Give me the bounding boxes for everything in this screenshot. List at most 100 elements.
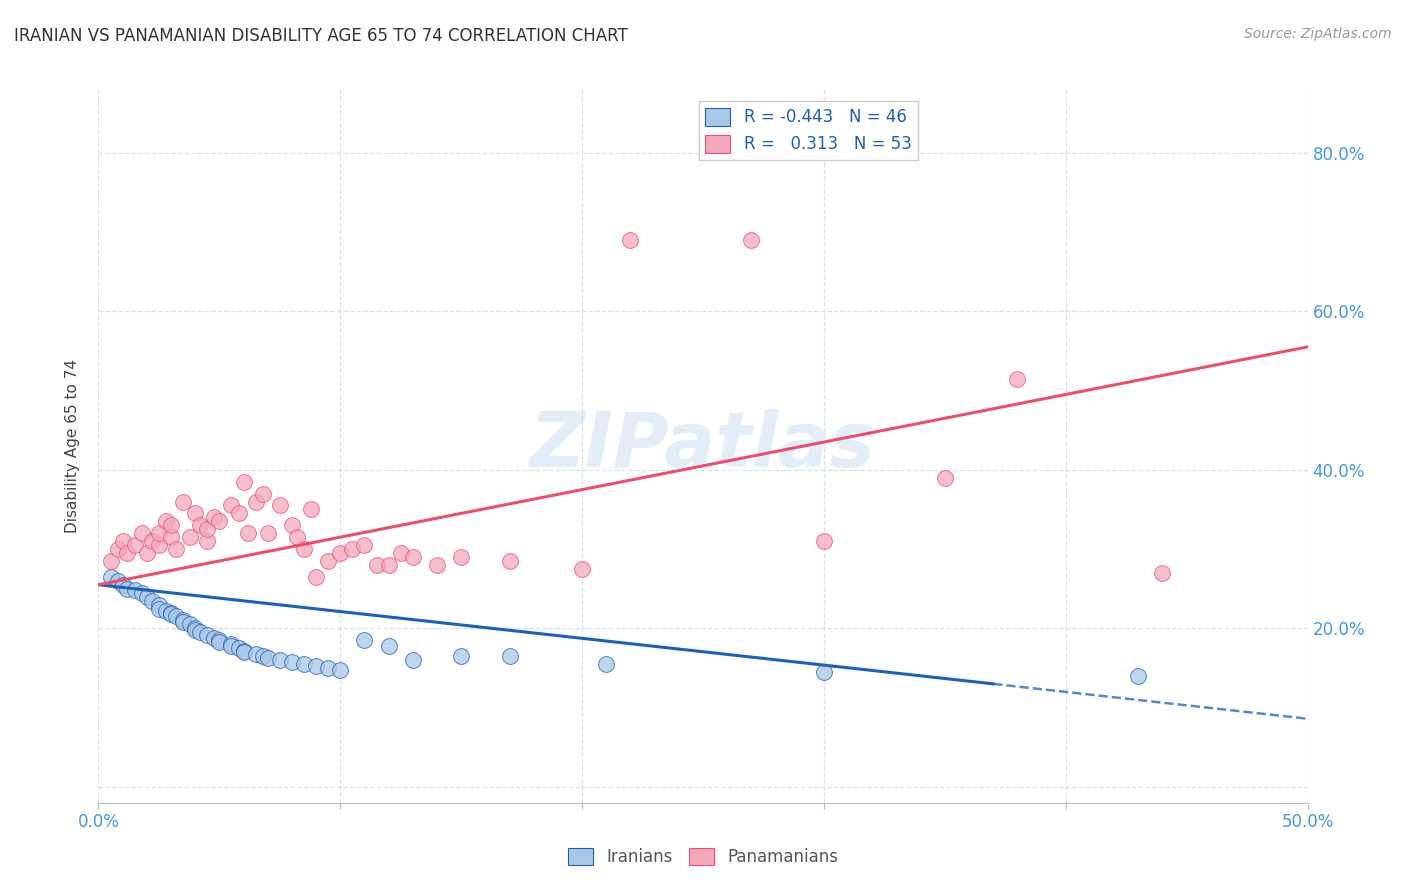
Point xyxy=(107,542,129,557)
Point xyxy=(160,606,183,620)
Point xyxy=(353,538,375,552)
Point xyxy=(172,615,194,629)
Point xyxy=(305,570,328,584)
Point xyxy=(221,499,243,513)
Point xyxy=(740,233,762,247)
Point xyxy=(450,649,472,664)
Point xyxy=(148,538,170,552)
Point xyxy=(100,570,122,584)
Point xyxy=(221,637,243,651)
Point xyxy=(160,518,183,533)
Point xyxy=(353,633,375,648)
Point xyxy=(141,534,163,549)
Point xyxy=(1128,669,1150,683)
Point xyxy=(195,522,218,536)
Point xyxy=(228,507,250,521)
Point xyxy=(813,534,835,549)
Point xyxy=(366,558,388,572)
Point xyxy=(498,649,520,664)
Point xyxy=(389,546,412,560)
Point xyxy=(281,655,304,669)
Point xyxy=(316,661,339,675)
Point xyxy=(117,546,139,560)
Point xyxy=(155,604,177,618)
Point xyxy=(117,582,139,596)
Point xyxy=(184,623,207,637)
Point xyxy=(111,534,134,549)
Point xyxy=(131,526,153,541)
Point xyxy=(208,514,231,528)
Point xyxy=(232,643,254,657)
Point xyxy=(595,657,617,671)
Point xyxy=(135,590,157,604)
Point xyxy=(269,653,291,667)
Legend: Iranians, Panamanians: Iranians, Panamanians xyxy=(560,840,846,875)
Point xyxy=(141,593,163,607)
Point xyxy=(299,502,322,516)
Point xyxy=(402,549,425,564)
Point xyxy=(111,578,134,592)
Point xyxy=(329,546,352,560)
Point xyxy=(256,651,278,665)
Point xyxy=(172,494,194,508)
Point xyxy=(195,534,218,549)
Point xyxy=(329,663,352,677)
Point xyxy=(450,549,472,564)
Point xyxy=(426,558,449,572)
Point xyxy=(498,554,520,568)
Point xyxy=(252,486,274,500)
Point xyxy=(160,607,183,621)
Point xyxy=(232,645,254,659)
Point xyxy=(292,657,315,671)
Y-axis label: Disability Age 65 to 74: Disability Age 65 to 74 xyxy=(65,359,80,533)
Point xyxy=(208,635,231,649)
Point xyxy=(269,499,291,513)
Point xyxy=(184,507,207,521)
Point xyxy=(135,546,157,560)
Point xyxy=(238,526,260,541)
Point xyxy=(165,609,187,624)
Point xyxy=(148,526,170,541)
Text: ZIPatlas: ZIPatlas xyxy=(530,409,876,483)
Point xyxy=(195,628,218,642)
Point xyxy=(208,633,231,648)
Legend: R = -0.443   N = 46, R =   0.313   N = 53: R = -0.443 N = 46, R = 0.313 N = 53 xyxy=(699,101,918,160)
Point xyxy=(107,574,129,588)
Point xyxy=(281,518,304,533)
Point xyxy=(184,621,207,635)
Point xyxy=(165,542,187,557)
Point xyxy=(292,542,315,557)
Point xyxy=(124,538,146,552)
Point xyxy=(252,649,274,664)
Point xyxy=(1007,371,1029,385)
Point xyxy=(172,614,194,628)
Point xyxy=(204,631,226,645)
Text: IRANIAN VS PANAMANIAN DISABILITY AGE 65 TO 74 CORRELATION CHART: IRANIAN VS PANAMANIAN DISABILITY AGE 65 … xyxy=(14,27,628,45)
Point xyxy=(285,530,308,544)
Point xyxy=(402,653,425,667)
Point xyxy=(188,625,211,640)
Point xyxy=(377,558,399,572)
Point xyxy=(148,601,170,615)
Point xyxy=(188,518,211,533)
Point xyxy=(342,542,364,557)
Point xyxy=(124,583,146,598)
Point xyxy=(256,526,278,541)
Text: Source: ZipAtlas.com: Source: ZipAtlas.com xyxy=(1244,27,1392,41)
Point xyxy=(228,641,250,656)
Point xyxy=(179,617,201,632)
Point xyxy=(148,598,170,612)
Point xyxy=(934,471,956,485)
Point xyxy=(619,233,641,247)
Point xyxy=(160,530,183,544)
Point xyxy=(221,639,243,653)
Point xyxy=(245,647,267,661)
Point xyxy=(131,585,153,599)
Point xyxy=(245,494,267,508)
Point xyxy=(316,554,339,568)
Point xyxy=(204,510,226,524)
Point xyxy=(813,665,835,679)
Point xyxy=(377,639,399,653)
Point xyxy=(179,530,201,544)
Point xyxy=(100,554,122,568)
